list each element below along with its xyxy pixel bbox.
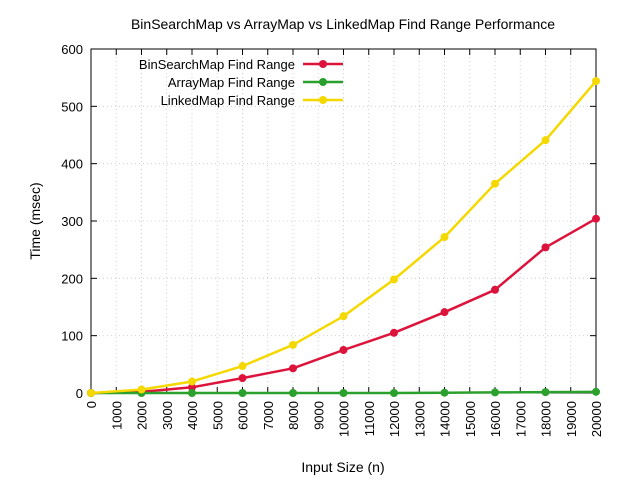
y-tick-label: 100 [61, 329, 83, 344]
y-axis-label: Time (msec) [27, 182, 43, 259]
x-tick-label: 13000 [412, 401, 427, 437]
y-tick-label: 300 [61, 214, 83, 229]
data-point [440, 308, 449, 317]
data-point [137, 385, 146, 394]
data-point [592, 77, 600, 86]
data-point [238, 389, 247, 397]
x-tick-label: 12000 [387, 401, 402, 437]
data-point [188, 389, 196, 397]
data-point [339, 389, 348, 397]
data-point [289, 389, 297, 397]
grid-lines [91, 49, 596, 393]
x-tick-label: 9000 [311, 401, 326, 430]
legend-label: ArrayMap Find Range [168, 75, 295, 90]
data-point [188, 383, 196, 392]
data-series [87, 77, 600, 397]
x-tick-label: 4000 [185, 401, 200, 430]
data-point [440, 388, 449, 397]
data-point [491, 388, 499, 397]
x-tick-label: 14000 [438, 401, 453, 437]
legend-marker [319, 60, 327, 68]
x-tick-label: 5000 [210, 401, 225, 430]
x-tick-label: 19000 [564, 401, 579, 437]
data-point [541, 388, 550, 397]
y-tick-label: 200 [61, 271, 83, 286]
x-tick-label: 0 [84, 401, 99, 408]
chart-title: BinSearchMap vs ArrayMap vs LinkedMap Fi… [131, 16, 555, 32]
x-tick-label: 20000 [589, 401, 604, 437]
data-point [188, 377, 196, 386]
data-point [592, 387, 600, 396]
x-tick-label: 15000 [463, 401, 478, 437]
x-tick-label: 11000 [362, 401, 377, 436]
data-point [289, 364, 297, 373]
data-point [339, 312, 348, 321]
x-tick-label: 7000 [261, 401, 276, 430]
data-point [238, 374, 247, 383]
x-tick-label: 2000 [135, 401, 150, 430]
data-point [541, 136, 550, 145]
data-point [238, 362, 247, 371]
data-point [491, 285, 499, 294]
x-tick-label: 1000 [109, 401, 124, 430]
data-point [541, 243, 550, 252]
legend: BinSearchMap Find Range ArrayMap Find Ran… [139, 57, 343, 108]
x-tick-label: 10000 [337, 401, 352, 437]
data-point [592, 214, 600, 223]
x-tick-label: 16000 [488, 401, 503, 437]
x-axis-ticks: 0 1000 2000 3000 4000 5000 6000 7000 8000 9000 100… [84, 49, 604, 437]
y-tick-label: 500 [61, 99, 83, 114]
data-point [390, 328, 398, 337]
data-point [491, 179, 499, 188]
data-point [289, 340, 297, 349]
y-axis-ticks: 0 100 200 300 400 500 600 [61, 42, 596, 401]
legend-marker [319, 96, 327, 104]
x-tick-label: 18000 [539, 401, 554, 437]
legend-marker [319, 78, 327, 86]
x-tick-label: 6000 [236, 401, 251, 430]
data-point [87, 389, 95, 397]
x-axis-label: Input Size (n) [301, 459, 384, 475]
y-tick-label: 400 [61, 157, 83, 172]
x-tick-label: 17000 [513, 401, 528, 437]
data-point [440, 233, 449, 242]
y-tick-label: 600 [61, 42, 83, 57]
y-tick-label: 0 [76, 386, 83, 401]
data-point [339, 346, 348, 354]
data-point [390, 275, 398, 284]
x-tick-label: 3000 [160, 401, 175, 430]
legend-label: LinkedMap Find Range [161, 93, 295, 108]
legend-label: BinSearchMap Find Range [139, 57, 295, 72]
data-point [390, 389, 398, 397]
x-tick-label: 8000 [286, 401, 301, 430]
